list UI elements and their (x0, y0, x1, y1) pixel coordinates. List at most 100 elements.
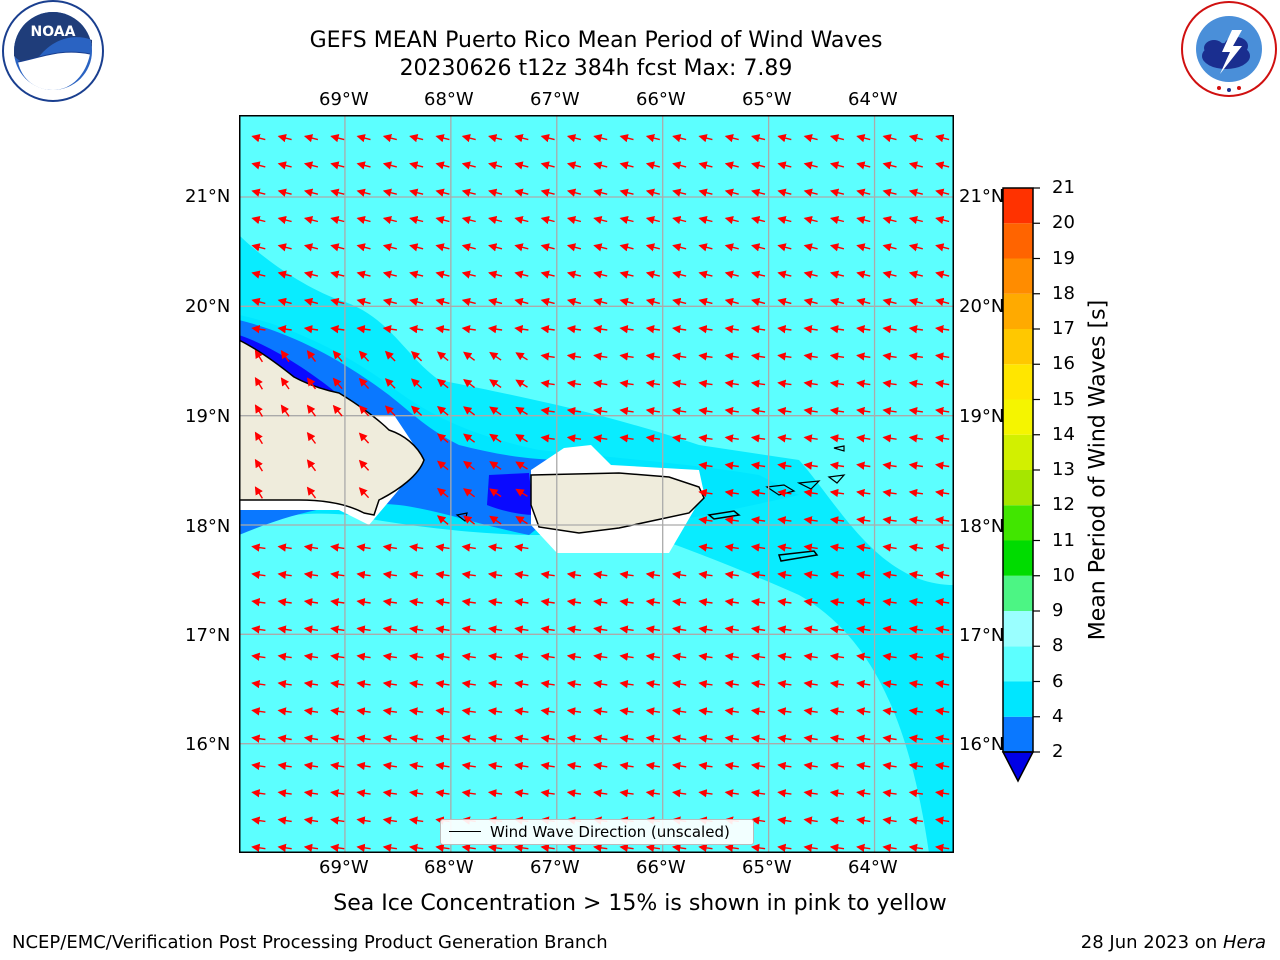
wave-direction-arrow (619, 406, 634, 416)
wave-direction-arrow (435, 188, 450, 197)
colorbar-label: Mean Period of Wind Waves [s] (1085, 299, 1111, 641)
wave-direction-arrow (461, 134, 476, 143)
wave-direction-arrow (356, 543, 371, 552)
wave-direction-arrow (409, 297, 424, 306)
wave-direction-arrow (908, 352, 923, 361)
wave-direction-arrow (277, 570, 292, 580)
wave-direction-arrow (935, 816, 950, 825)
lat-label-right-16: 16°N (959, 734, 1005, 755)
wave-direction-arrow (645, 734, 660, 743)
colorbar-segment (1003, 716, 1033, 752)
wave-direction-arrow (251, 679, 266, 689)
lon-label-top-66: 66°W (636, 89, 686, 110)
wave-direction-arrow (645, 625, 660, 634)
wave-direction-arrow (882, 652, 897, 661)
wave-direction-arrow (856, 761, 871, 771)
wave-direction-arrow (750, 406, 766, 416)
wave-direction-arrow (593, 734, 608, 743)
wave-direction-arrow (672, 325, 687, 334)
wave-direction-arrow (280, 349, 290, 363)
wave-direction-arrow (698, 161, 713, 170)
wave-direction-arrow (540, 270, 555, 279)
wave-direction-arrow (724, 461, 739, 470)
wave-direction-arrow (750, 516, 766, 525)
wave-direction-arrow (803, 543, 818, 552)
wave-direction-arrow (277, 215, 292, 225)
wave-direction-arrow (593, 761, 608, 771)
wave-direction-arrow (435, 679, 450, 689)
wave-direction-arrow (251, 734, 266, 743)
wave-direction-arrow (330, 816, 345, 825)
colorbar-segment (1003, 611, 1033, 647)
wave-direction-arrow (382, 215, 397, 225)
footer-branch: NCEP/EMC/Verification Post Processing Pr… (12, 932, 608, 953)
wave-direction-arrow (306, 431, 317, 444)
wave-direction-arrow (382, 134, 397, 143)
wave-direction-arrow (593, 188, 608, 197)
wave-direction-arrow (382, 761, 397, 771)
colorbar-segment (1003, 505, 1033, 541)
wave-direction-arrow (777, 707, 792, 716)
wave-direction-arrow (724, 406, 739, 416)
wave-direction-arrow (856, 679, 871, 689)
wave-direction-arrow (514, 570, 529, 580)
wave-direction-arrow (645, 761, 660, 771)
wave-direction-arrow (566, 188, 582, 197)
wave-direction-arrow (803, 406, 818, 416)
colorbar-segment (1003, 293, 1033, 329)
wave-direction-arrow (856, 543, 871, 552)
wave-direction-arrow (566, 679, 582, 689)
wave-direction-arrow (277, 543, 292, 552)
wave-direction-arrow (724, 652, 739, 661)
wave-direction-arrow (277, 188, 292, 197)
wave-direction-arrow (461, 598, 476, 607)
wave-direction-arrow (777, 379, 792, 388)
wave-direction-arrow (724, 543, 739, 552)
wave-direction-arrow (803, 188, 818, 197)
wave-direction-arrow (856, 270, 871, 279)
wave-direction-arrow (251, 789, 266, 798)
wave-direction-arrow (724, 215, 739, 225)
wave-direction-arrow (409, 679, 424, 689)
footer-host: Hera (1222, 932, 1266, 953)
wave-direction-arrow (540, 379, 555, 388)
wave-direction-arrow (461, 325, 476, 334)
wave-direction-arrow (672, 625, 687, 634)
wave-direction-arrow (829, 543, 845, 552)
wave-direction-arrow (724, 270, 739, 279)
wave-direction-arrow (645, 297, 660, 306)
wave-direction-arrow (803, 516, 818, 525)
wave-direction-arrow (435, 134, 450, 143)
colorbar-segment (1003, 329, 1033, 365)
wave-direction-arrow (488, 270, 503, 279)
wave-direction-arrow (382, 325, 397, 334)
lat-label-left-20: 20°N (185, 296, 231, 317)
wave-direction-arrow (777, 461, 792, 470)
wave-direction-arrow (803, 325, 818, 334)
wave-direction-arrow (803, 652, 818, 661)
wave-direction-arrow (280, 404, 290, 417)
wave-direction-arrow (935, 352, 950, 361)
wave-direction-arrow (619, 434, 634, 443)
wave-direction-arrow (437, 351, 449, 362)
wave-direction-arrow (672, 707, 687, 716)
colorbar-tick-label: 20 (1052, 212, 1075, 234)
vector-legend: Wind Wave Direction (unscaled) (440, 819, 754, 845)
wave-direction-arrow (882, 297, 897, 306)
chart-subtitle: 20230626 t12z 384h fcst Max: 7.89 (399, 56, 793, 81)
wave-direction-arrow (593, 379, 608, 388)
wave-direction-arrow (935, 543, 950, 552)
wave-direction-arrow (251, 188, 266, 197)
wave-direction-arrow (356, 625, 371, 634)
wave-direction-arrow (619, 707, 634, 716)
wave-direction-arrow (856, 652, 871, 661)
lat-label-right-19: 19°N (959, 406, 1005, 427)
wave-direction-arrow (487, 707, 503, 716)
wave-direction-arrow (882, 488, 897, 498)
lat-label-left-19: 19°N (185, 406, 231, 427)
wave-direction-arrow (487, 325, 503, 334)
wave-direction-arrow (356, 598, 371, 607)
wave-direction-arrow (672, 215, 687, 225)
wave-direction-arrow (540, 570, 555, 580)
wave-direction-arrow (856, 598, 871, 607)
